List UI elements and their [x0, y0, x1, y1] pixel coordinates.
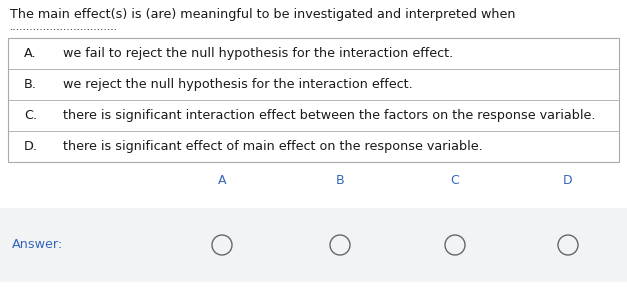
Text: A: A: [218, 173, 226, 187]
Text: D: D: [563, 173, 573, 187]
Text: we reject the null hypothesis for the interaction effect.: we reject the null hypothesis for the in…: [63, 78, 413, 91]
Bar: [8, 38, 619, 162]
Text: there is significant effect of main effect on the response variable.: there is significant effect of main effe…: [63, 140, 483, 153]
Text: C: C: [451, 173, 460, 187]
Bar: [0, 208, 627, 282]
Text: B.: B.: [24, 78, 37, 91]
Text: B: B: [335, 173, 344, 187]
Text: A.: A.: [24, 47, 36, 60]
Text: The main effect(s) is (are) meaningful to be investigated and interpreted when: The main effect(s) is (are) meaningful t…: [10, 8, 515, 21]
Text: C.: C.: [24, 109, 37, 122]
Text: ................................: ................................: [10, 22, 118, 32]
Text: we fail to reject the null hypothesis for the interaction effect.: we fail to reject the null hypothesis fo…: [63, 47, 453, 60]
Text: Answer:: Answer:: [12, 238, 63, 251]
Text: D.: D.: [24, 140, 38, 153]
Text: there is significant interaction effect between the factors on the response vari: there is significant interaction effect …: [63, 109, 596, 122]
